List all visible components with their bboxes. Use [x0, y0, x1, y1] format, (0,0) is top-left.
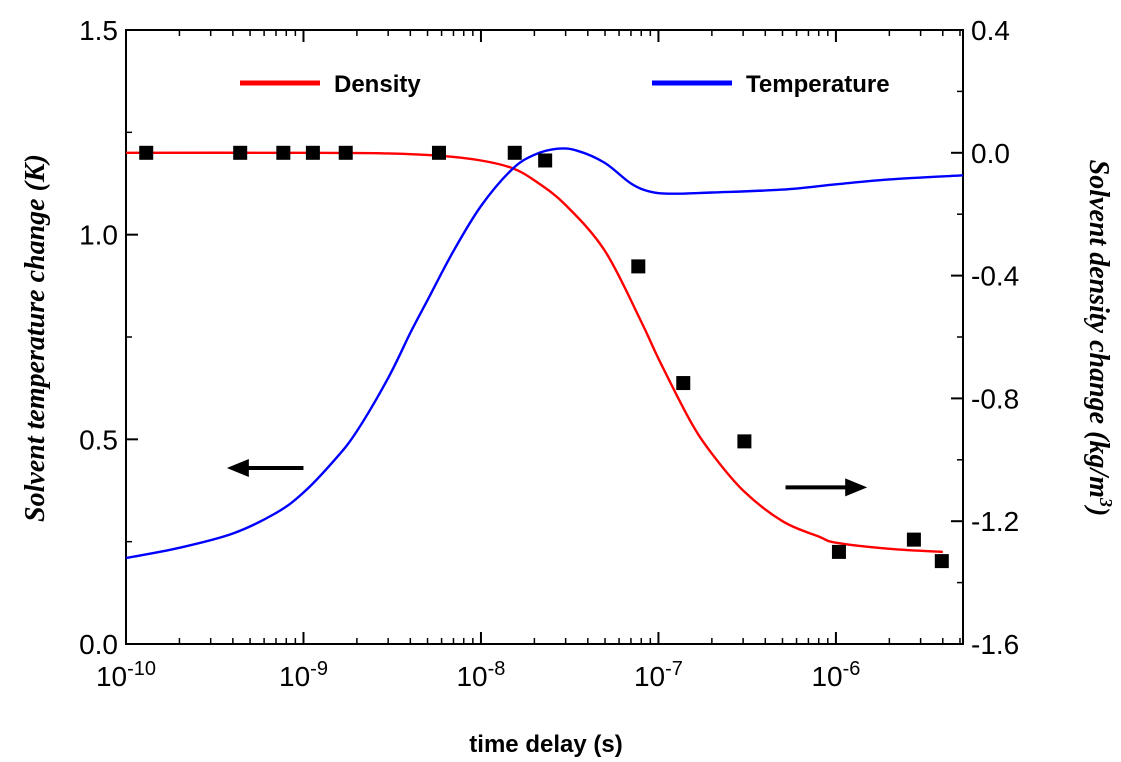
x-tick-label: 10-7 [634, 658, 683, 692]
x-axis-title: time delay (s) [469, 731, 622, 758]
y-left-tick-label: 0.0 [79, 629, 118, 660]
y-right-axis-title-end: ) [1083, 504, 1114, 516]
legend-label-density: Density [334, 71, 421, 98]
arrow-right-head [845, 478, 868, 497]
series-line-temperature [125, 147, 964, 560]
y-right-tick-label: -1.2 [971, 506, 1019, 537]
x-tick-label-exp: -8 [488, 658, 506, 680]
y-right-tick-label: -0.4 [971, 261, 1019, 292]
data-point-marker [631, 259, 646, 274]
data-point-marker [676, 376, 691, 391]
y-left-tick-label: 1.5 [79, 15, 118, 46]
data-point-marker [139, 145, 154, 160]
series-line-density [125, 151, 943, 554]
data-point-marker [831, 544, 846, 559]
y-right-axis-title: Solvent density change (kg/m3) [1083, 160, 1116, 517]
series-layer [125, 147, 964, 560]
y-right-axis-title-main: Solvent density change (kg/m [1083, 160, 1114, 498]
x-tick-label-exp: -6 [843, 658, 861, 680]
data-point-marker [305, 145, 320, 160]
data-point-marker [507, 145, 522, 160]
x-tick-label-base: 10 [634, 661, 665, 692]
y-right-tick-label: 0.4 [971, 15, 1010, 46]
x-tick-label-exp: -10 [127, 658, 156, 680]
x-tick-label-base: 10 [96, 661, 127, 692]
y-left-tick-label: 0.5 [79, 424, 118, 455]
x-tick-label: 10-9 [279, 658, 328, 692]
arrow-left-head [226, 458, 249, 477]
y-right-tick-label: -1.6 [971, 629, 1019, 660]
y-left-axis-title: Solvent temperature change (K) [20, 154, 51, 522]
x-tick-label-exp: -7 [665, 658, 683, 680]
y-right-tick-label: -0.8 [971, 383, 1019, 414]
data-point-marker [431, 145, 446, 160]
x-tick-label: 10-6 [811, 658, 860, 692]
axes-layer: 10-10 10-9 10-8 10-7 10-60.00.51.01.5 0.40.0-… [79, 15, 1019, 692]
marker-layer [139, 145, 949, 569]
data-point-marker [737, 434, 752, 449]
y-right-tick-label: 0.0 [971, 138, 1010, 169]
x-tick-label-base: 10 [811, 661, 842, 692]
data-point-marker [538, 153, 553, 168]
data-point-marker [233, 145, 248, 160]
y-right-axis-title-sup: 3 [1096, 497, 1116, 507]
y-left-tick-label: 1.0 [79, 220, 118, 251]
data-point-marker [338, 145, 353, 160]
x-tick-label-base: 10 [456, 661, 487, 692]
legend-label-temperature: Temperature [746, 71, 890, 98]
legend: Density Temperature [240, 71, 890, 98]
x-tick-label-exp: -9 [310, 658, 328, 680]
data-point-marker [906, 532, 921, 547]
data-point-marker [934, 554, 949, 569]
x-tick-label-base: 10 [279, 661, 310, 692]
annotation-layer [226, 458, 868, 497]
data-point-marker [276, 145, 291, 160]
x-tick-label: 10-10 [96, 658, 156, 692]
x-tick-label: 10-8 [456, 658, 505, 692]
